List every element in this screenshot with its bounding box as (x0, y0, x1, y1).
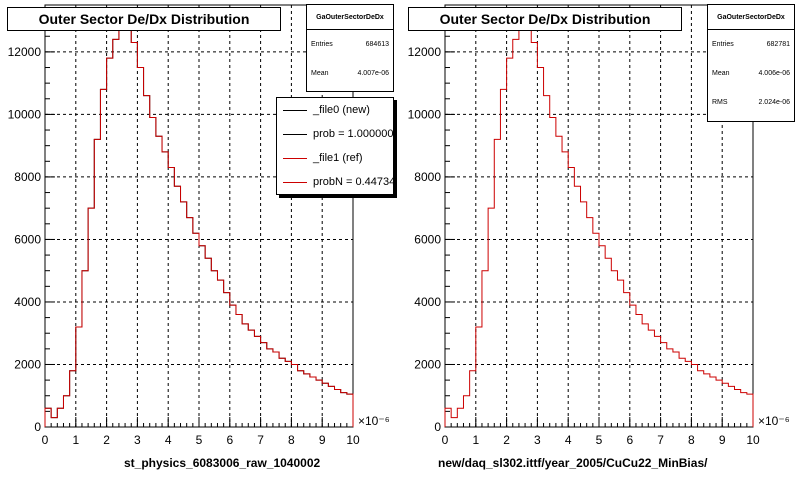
y-tick-label: 4000 (414, 295, 441, 309)
x-tick-label: 5 (196, 433, 203, 447)
x-tick-label: 2 (503, 433, 510, 447)
x-tick-label: 3 (134, 433, 141, 447)
stats-label: Mean (311, 70, 329, 77)
stats-value: 682781 (766, 41, 790, 48)
x-tick-label: 4 (565, 433, 572, 447)
x-exponent-label: ×10⁻⁶ (358, 414, 390, 428)
y-tick-label: 2000 (414, 357, 441, 371)
stats-label: Entries (311, 41, 333, 48)
y-tick-label: 10000 (8, 107, 42, 121)
stats-row-entries: Entries 684613 (307, 30, 393, 59)
x-tick-label: 7 (657, 433, 664, 447)
x-tick-label: 8 (288, 433, 295, 447)
legend-swatch (283, 133, 307, 135)
legend-label: _file1 (ref) (313, 152, 363, 164)
x-tick-label: 2 (103, 433, 110, 447)
y-tick-label: 6000 (14, 232, 41, 246)
legend-entry: probN = 0.447340 (277, 170, 393, 194)
stats-value: 4.006e-06 (758, 70, 790, 77)
right-histogram: 0 1 2 3 4 5 6 7 8 9 10 0 2000 4000 6000 8000 10000 12000 ×… (408, 4, 790, 447)
left-stats-box: GaOuterSectorDeDx Entries 684613 Mean 4.… (306, 4, 394, 92)
histogram-series (44, 23, 354, 427)
legend-label: probN = 0.447340 (313, 176, 393, 188)
histogram-series (444, 23, 754, 427)
left-panel: 0 1 2 3 4 5 6 7 8 9 10 0 2000 4000 6000 8000 10000 12000 ×… (7, 4, 394, 470)
right-panel: 0 1 2 3 4 5 6 7 8 9 10 0 2000 4000 6000 8000 10000 12000 ×… (400, 0, 800, 480)
legend-label: prob = 1.000000 (313, 128, 393, 140)
legend-swatch (283, 181, 307, 183)
x-tick-label: 5 (596, 433, 603, 447)
y-tick-label: 4000 (14, 295, 41, 309)
legend-swatch (283, 109, 307, 111)
stats-name: GaOuterSectorDeDx (307, 5, 393, 30)
stats-row-mean: Mean 4.006e-06 (708, 59, 794, 88)
stats-row-mean: Mean 4.007e-06 (307, 59, 393, 88)
y-tick-label: 0 (34, 420, 41, 434)
right-stats-box: GaOuterSectorDeDx Entries 682781 Mean 4.… (707, 4, 795, 122)
y-tick-label: 2000 (14, 357, 41, 371)
y-tick-label: 8000 (14, 170, 41, 184)
legend-entry: prob = 1.000000 (277, 122, 393, 146)
stats-label: Entries (712, 41, 734, 48)
x-tick-label: 9 (719, 433, 726, 447)
stats-label: Mean (712, 70, 730, 77)
stats-value: 684613 (365, 41, 389, 48)
x-tick-label: 6 (626, 433, 633, 447)
x-tick-label: 10 (346, 433, 360, 447)
x-tick-label: 10 (746, 433, 760, 447)
y-tick-label: 12000 (8, 45, 42, 59)
x-tick-label: 0 (442, 433, 449, 447)
legend-label: _file0 (new) (313, 104, 370, 116)
left-x-axis-label: st_physics_6083006_raw_1040002 (124, 456, 321, 470)
y-tick-label: 6000 (414, 232, 441, 246)
x-tick-label: 3 (534, 433, 541, 447)
y-tick-label: 10000 (408, 107, 442, 121)
stats-row-rms: RMS 2.024e-06 (708, 88, 794, 117)
x-tick-label: 8 (688, 433, 695, 447)
x-tick-label: 7 (257, 433, 264, 447)
stats-row-entries: Entries 682781 (708, 30, 794, 59)
legend-swatch (283, 157, 307, 159)
y-tick-label: 8000 (414, 170, 441, 184)
legend-entry: _file1 (ref) (277, 146, 393, 170)
left-title: Outer Sector De/Dx Distribution (7, 7, 281, 31)
x-tick-label: 1 (472, 433, 479, 447)
stats-label: RMS (712, 99, 728, 106)
right-title: Outer Sector De/Dx Distribution (408, 7, 682, 31)
x-tick-label: 4 (165, 433, 172, 447)
y-tick-label: 12000 (408, 45, 442, 59)
legend-entry: _file0 (new) (277, 98, 393, 122)
x-tick-label: 1 (72, 433, 79, 447)
x-tick-label: 0 (42, 433, 49, 447)
x-tick-label: 9 (319, 433, 326, 447)
x-exponent-label: ×10⁻⁶ (758, 414, 790, 428)
stats-value: 4.007e-06 (357, 70, 389, 77)
x-tick-label: 6 (226, 433, 233, 447)
left-histogram: 0 1 2 3 4 5 6 7 8 9 10 0 2000 4000 6000 8000 10000 12000 ×… (8, 4, 390, 447)
stats-value: 2.024e-06 (758, 99, 790, 106)
y-tick-label: 0 (434, 420, 441, 434)
left-legend: _file0 (new) prob = 1.000000 _file1 (ref… (276, 97, 394, 195)
stats-name: GaOuterSectorDeDx (708, 5, 794, 30)
right-x-axis-label: new/daq_sl302.ittf/year_2005/CuCu22_MinB… (438, 456, 708, 470)
